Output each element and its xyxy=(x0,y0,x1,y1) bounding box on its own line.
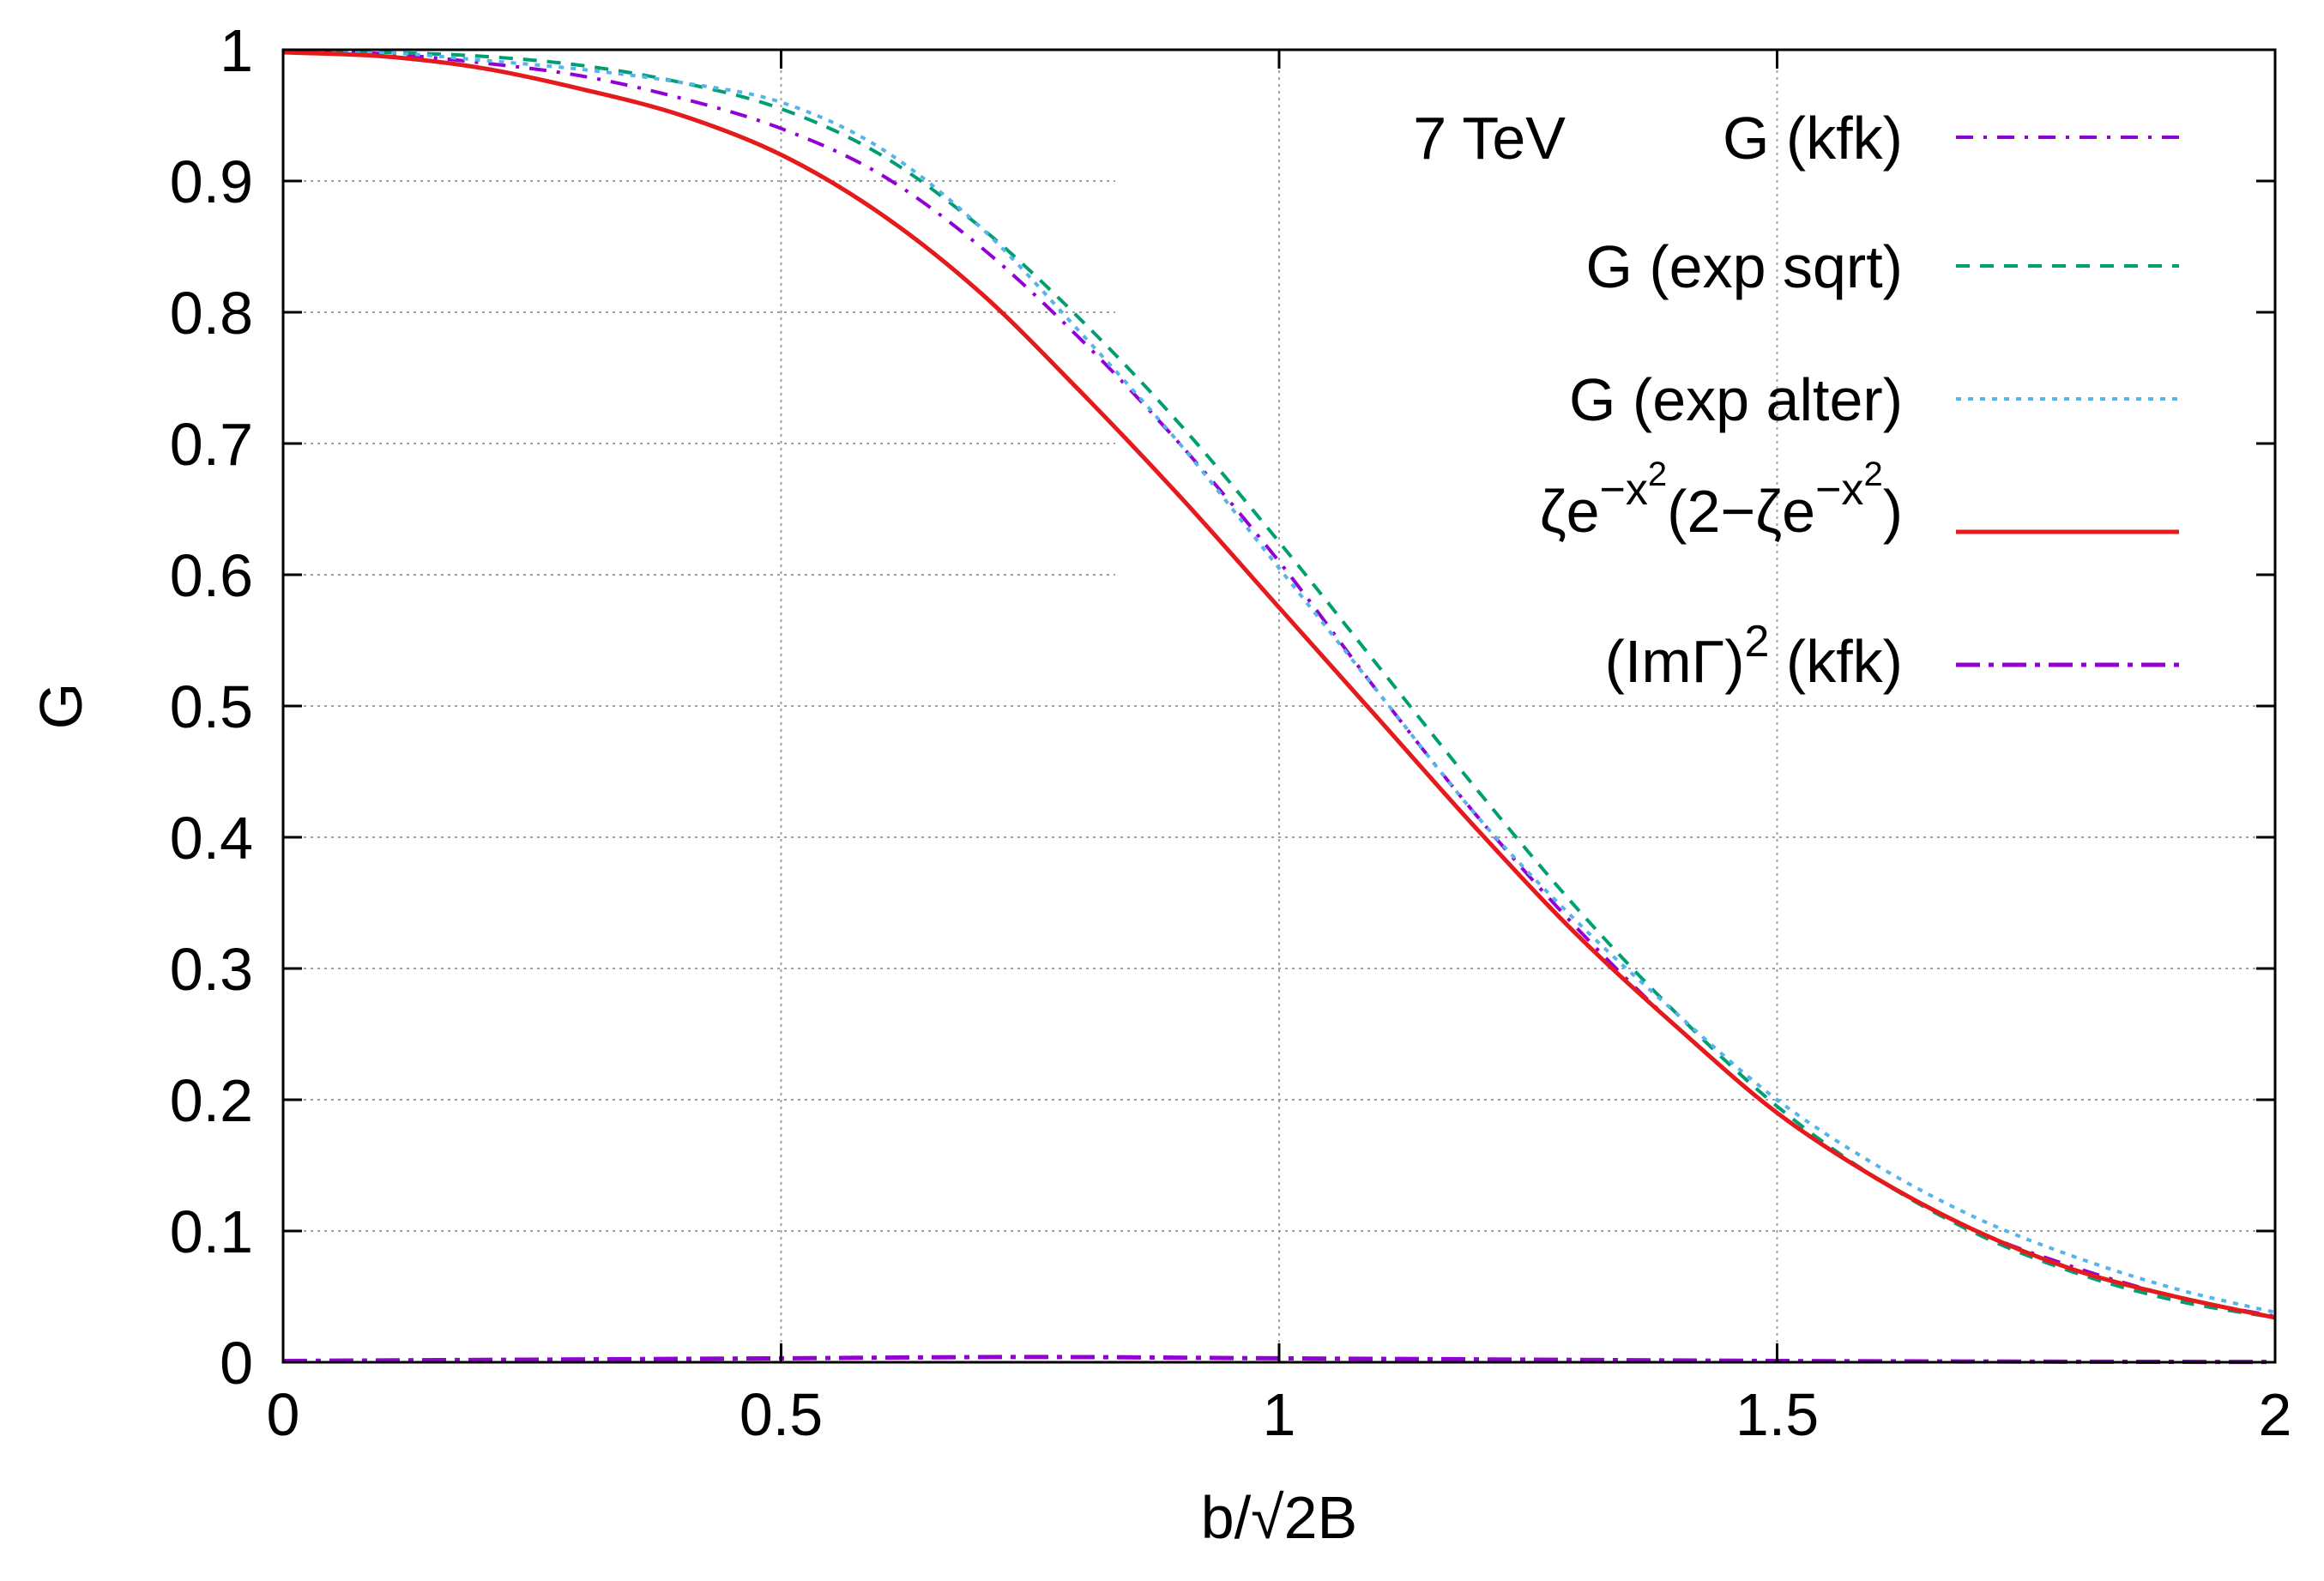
axis-ticks xyxy=(281,48,2277,1364)
y-tick-label: 0.9 xyxy=(170,148,253,215)
y-tick-label: 0.2 xyxy=(170,1067,253,1134)
x-tick-label: 1.5 xyxy=(1735,1381,1819,1448)
x-tick-label: 2 xyxy=(2259,1381,2292,1448)
legend: 7 TeV G (kfk) G (exp sqrt) G (exp alter)… xyxy=(1413,105,2179,695)
y-tick-label: 0.8 xyxy=(170,280,253,347)
legend-label-zeta-formula: ζe−x2(2−ζe−x2) xyxy=(1540,456,1903,545)
tick-labels: 0 0.5 1 1.5 2 0 0.1 0.2 0.3 0.4 0.5 0.6 0.7 0.8 0.9 1 xyxy=(170,17,2292,1448)
legend-swatches xyxy=(1956,136,2179,667)
y-tick-label: 0.5 xyxy=(170,673,253,740)
x-tick-label: 0.5 xyxy=(739,1381,823,1448)
legend-label-im-gamma-kfk: (ImΓ)2 (kfk) xyxy=(1605,617,1903,695)
legend-label-g-exp-sqrt: G (exp sqrt) xyxy=(1585,233,1903,300)
x-tick-label: 1 xyxy=(1263,1381,1296,1448)
series-line-zeta-formula xyxy=(282,50,2276,1320)
y-axis-label: G xyxy=(27,683,94,729)
y-tick-label: 1 xyxy=(220,17,253,84)
grid-lines xyxy=(283,50,2275,1362)
legend-label-g-kfk: G (kfk) xyxy=(1723,105,1903,172)
legend-header: 7 TeV xyxy=(1413,105,1566,172)
legend-label-g-exp-alter: G (exp alter) xyxy=(1569,366,1903,433)
x-tick-label: 0 xyxy=(267,1381,300,1448)
y-tick-label: 0.6 xyxy=(170,542,253,609)
y-tick-label: 0 xyxy=(220,1330,253,1397)
y-tick-label: 0.3 xyxy=(170,936,253,1003)
y-tick-label: 0.4 xyxy=(170,805,253,872)
y-tick-label: 0.1 xyxy=(170,1198,253,1265)
y-tick-label: 0.7 xyxy=(170,411,253,478)
x-axis-label: b/√2B xyxy=(1201,1484,1357,1551)
